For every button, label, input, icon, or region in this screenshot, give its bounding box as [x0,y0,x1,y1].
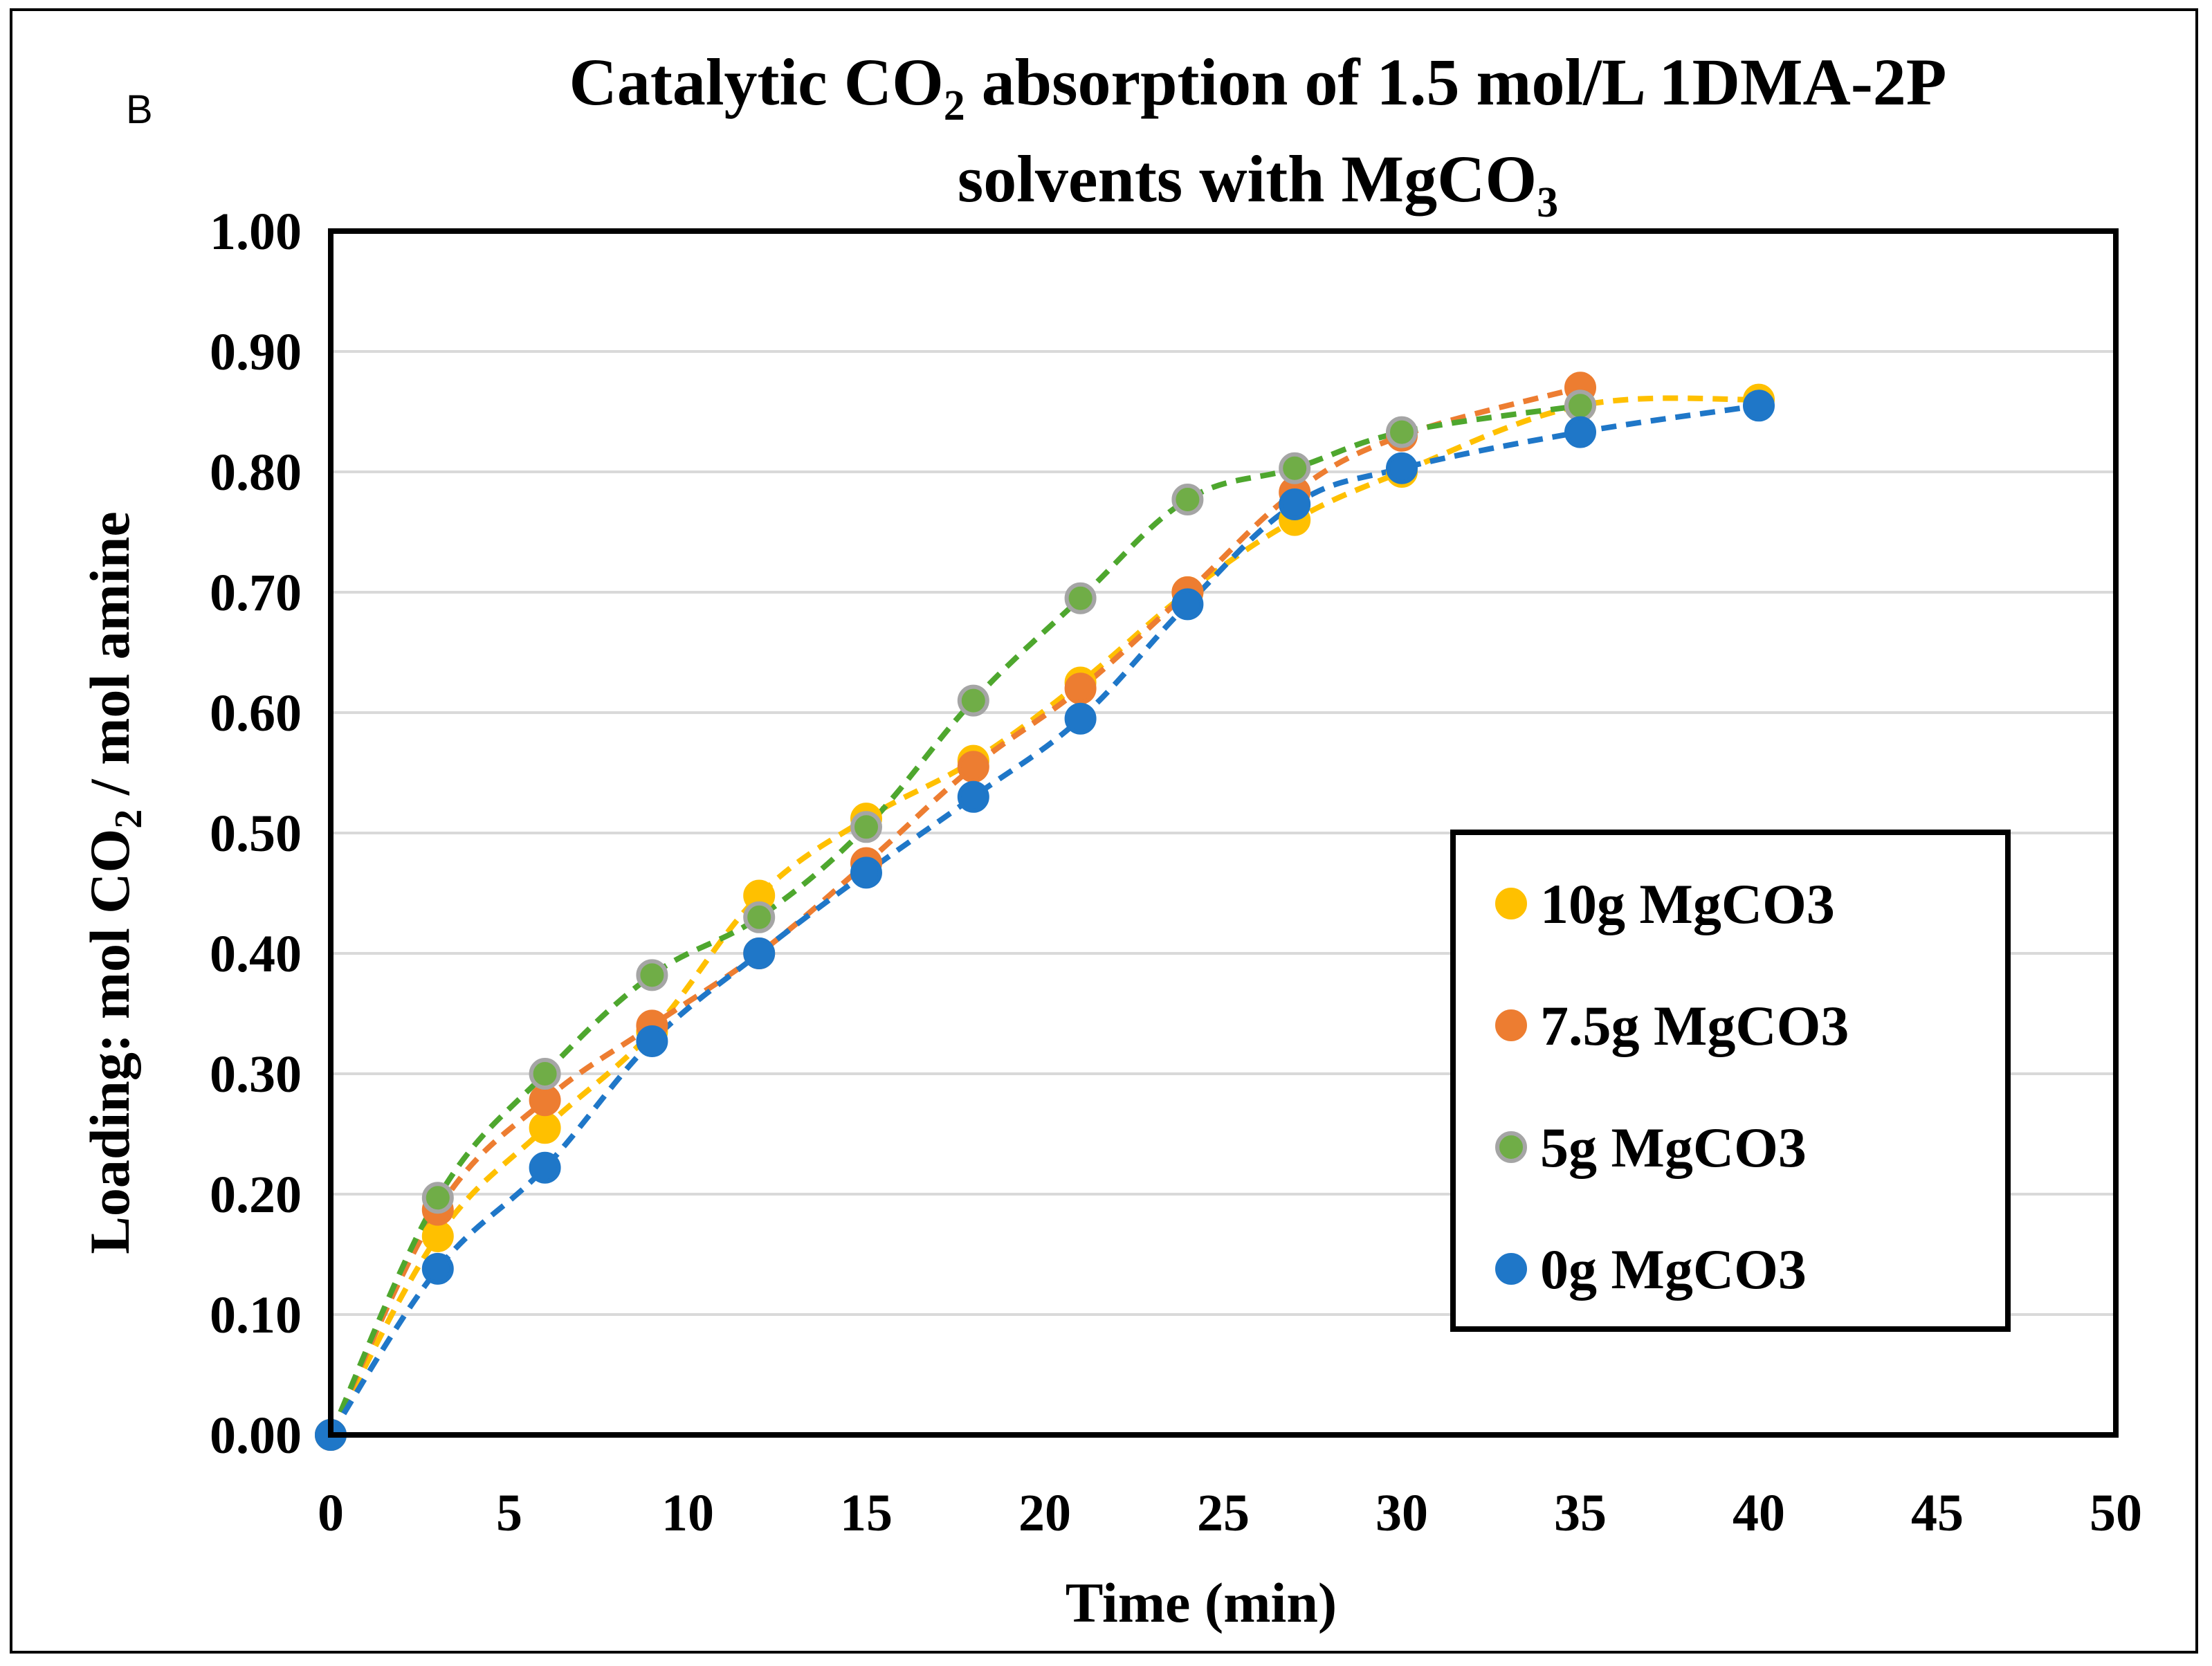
data-point [957,780,989,813]
data-point [957,684,989,717]
data-point [1386,452,1418,484]
x-tick-label: 40 [1733,1484,1785,1542]
data-point [529,1112,561,1144]
x-axis-label: Time (min) [1066,1571,1337,1634]
series-markers [315,390,1775,1451]
data-point [1171,588,1204,621]
y-tick-labels: 0.00 0.10 0.20 0.30 0.40 0.50 0.60 0.70 0.80 0.90… [210,203,302,1465]
data-point [1064,582,1097,614]
series-markers [315,390,1596,1451]
x-tick-label: 35 [1554,1484,1607,1542]
data-point [421,1182,454,1214]
y-tick-label: 0.20 [210,1166,302,1224]
legend-label: 7.5g MgCO3 [1540,994,1849,1057]
data-point [1064,702,1097,735]
y-tick-label: 0.10 [210,1286,302,1344]
data-point [421,1252,454,1285]
x-tick-labels: 0 5 10 15 20 25 30 35 40 45 50 [318,1484,2142,1542]
data-point [636,1025,668,1058]
data-point [743,937,776,969]
legend-item: 7.5g MgCO3 [1495,994,1849,1057]
legend-item: 0g MgCO3 [1495,1238,1807,1301]
data-point [636,959,668,991]
data-point [743,901,776,933]
y-tick-label: 0.60 [210,684,302,742]
chart-title-line2: solvents with MgCO3 [958,142,1558,226]
data-markers [315,372,1775,1451]
y-tick-label: 0.50 [210,805,302,863]
data-point [1064,672,1097,705]
y-tick-label: 0.70 [210,564,302,622]
x-tick-label: 10 [661,1484,714,1542]
chart-title-line1: Catalytic CO2 absorption of 1.5 mol/L 1D… [569,45,1947,129]
figure-frame: B Catalytic CO2 absorption of 1.5 mol/L … [10,8,2198,1654]
y-tick-label: 0.80 [210,443,302,502]
x-tick-label: 45 [1911,1484,1964,1542]
y-tick-label: 0.40 [210,925,302,983]
y-axis-label: Loading: mol CO2 / mol amine [78,511,150,1254]
legend-box [1450,830,2011,1332]
legend-marker [1495,1253,1527,1285]
trend-line-7-5g-mgco3 [328,385,1582,1436]
data-point [1279,452,1311,484]
x-tick-label: 30 [1375,1484,1428,1542]
series-markers [315,372,1596,1451]
legend-item: 5g MgCO3 [1495,1116,1807,1179]
data-point [1564,390,1596,422]
legend-marker [1495,1009,1527,1041]
legend-item: 10g MgCO3 [1495,872,1835,935]
y-tick-label: 0.90 [210,323,302,381]
x-tick-label: 50 [2090,1484,2142,1542]
data-point [957,751,989,783]
y-tick-label: 0.30 [210,1045,302,1104]
x-tick-label: 15 [840,1484,893,1542]
x-tick-label: 0 [318,1484,344,1542]
data-point [1564,416,1596,448]
y-tick-label: 1.00 [210,203,302,261]
x-tick-label: 20 [1018,1484,1071,1542]
legend-marker [1495,888,1527,919]
data-point [1171,484,1204,516]
data-point [529,1058,561,1090]
x-tick-label: 5 [496,1484,522,1542]
plot-area-border [328,228,2119,1438]
data-point [850,857,882,889]
data-point [529,1084,561,1117]
data-point [1279,488,1311,520]
x-tick-label: 25 [1197,1484,1250,1542]
legend-marker [1495,1131,1527,1163]
data-point [1386,416,1418,448]
chart: B Catalytic CO2 absorption of 1.5 mol/L … [78,45,2142,1634]
legend-label: 10g MgCO3 [1540,872,1835,935]
legend: 10g MgCO3 7.5g MgCO3 5g MgCO3 0g MgCO3 [1450,830,2011,1332]
trend-line-5g-mgco3 [328,403,1581,1436]
panel-label: B [126,87,153,132]
legend-label: 5g MgCO3 [1540,1116,1807,1179]
gridlines [331,350,2116,1316]
data-point [1743,390,1775,422]
data-point [850,811,882,843]
y-tick-label: 0.00 [210,1407,302,1465]
data-point [529,1151,561,1184]
legend-label: 0g MgCO3 [1540,1238,1807,1301]
data-point [421,1220,454,1252]
